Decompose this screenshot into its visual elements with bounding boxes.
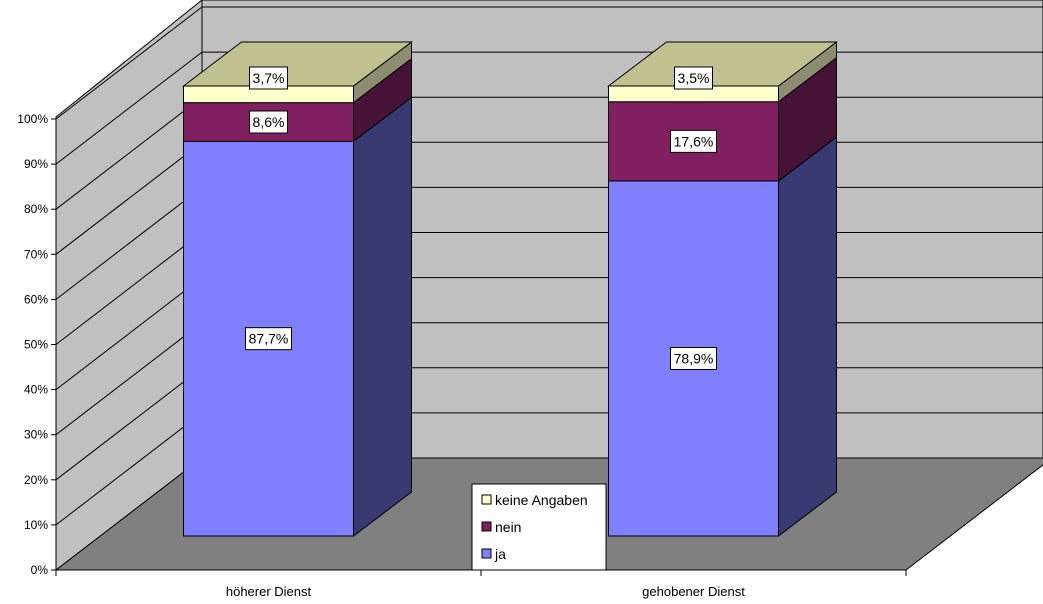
data-label-text: 17,6% — [674, 133, 714, 149]
legend-swatch — [481, 548, 492, 559]
x-tick-label: gehobener Dienst — [642, 584, 745, 599]
gridline-side — [55, 187, 203, 300]
y-tick-label: 90% — [24, 157, 48, 171]
y-tick-label: 60% — [24, 292, 48, 306]
gridline-side — [55, 51, 203, 165]
data-label-box — [245, 327, 292, 351]
data-label-text: 3,7% — [253, 70, 285, 86]
data-label: 17,6% — [670, 129, 717, 153]
data-label-box — [674, 66, 713, 90]
bar-top — [182, 41, 413, 87]
data-label: 78,9% — [670, 346, 717, 370]
y-tick-label: 30% — [24, 428, 48, 442]
data-label-text: 8,6% — [253, 114, 285, 130]
bars: 87,7% 8,6% 3,7% 78,9% 17,6% 3,5% — [182, 40, 838, 538]
legend-swatch — [481, 494, 492, 505]
bar-top — [607, 41, 838, 87]
legend-label: ja — [494, 546, 506, 562]
gridline-side — [55, 232, 203, 345]
gridline-side — [55, 367, 203, 481]
y-tick-label: 0% — [31, 563, 49, 577]
data-label-text: 87,7% — [249, 331, 289, 347]
gridline-side — [55, 6, 203, 120]
data-label-box — [249, 66, 288, 90]
y-tick-label: 100% — [17, 112, 48, 126]
bar-segment-side — [778, 135, 837, 538]
y-axis: 0% 10% 20% 30% 40% 50% 60% 70% 80% 90% 100% — [17, 112, 57, 577]
legend: keine Angaben nein ja — [471, 483, 607, 571]
y-tick-label: 80% — [24, 202, 48, 216]
gridline-side — [55, 277, 203, 390]
data-label-box — [670, 346, 717, 370]
data-label-box — [249, 110, 288, 134]
bar-stack: 87,7% 8,6% 3,7% — [182, 40, 413, 538]
legend-swatch — [481, 521, 492, 532]
x-tick-label: höherer Dienst — [226, 584, 312, 599]
gridline-side — [55, 141, 203, 255]
gridline-side — [55, 322, 203, 436]
bar-segment-side — [353, 96, 412, 538]
legend-label: keine Angaben — [495, 492, 588, 508]
y-tick-label: 40% — [24, 383, 48, 397]
bar-stack: 78,9% 17,6% 3,5% — [607, 40, 838, 538]
y-tick-label: 70% — [24, 247, 48, 261]
data-label-box — [670, 129, 717, 153]
legend-label: nein — [495, 519, 521, 535]
data-label: 87,7% — [245, 327, 292, 351]
data-label: 8,6% — [249, 110, 288, 134]
y-tick-label: 50% — [24, 338, 48, 352]
y-tick-label: 10% — [24, 518, 48, 532]
x-axis: höherer Dienst gehobener Dienst — [55, 569, 907, 599]
gridline-side — [55, 96, 203, 210]
y-tick-label: 20% — [24, 473, 48, 487]
legend-box — [471, 483, 607, 571]
data-label: 3,7% — [249, 66, 288, 90]
data-label-text: 78,9% — [674, 350, 714, 366]
gridline-side — [55, 412, 203, 526]
data-label-text: 3,5% — [678, 70, 710, 86]
data-label: 3,5% — [674, 66, 713, 90]
